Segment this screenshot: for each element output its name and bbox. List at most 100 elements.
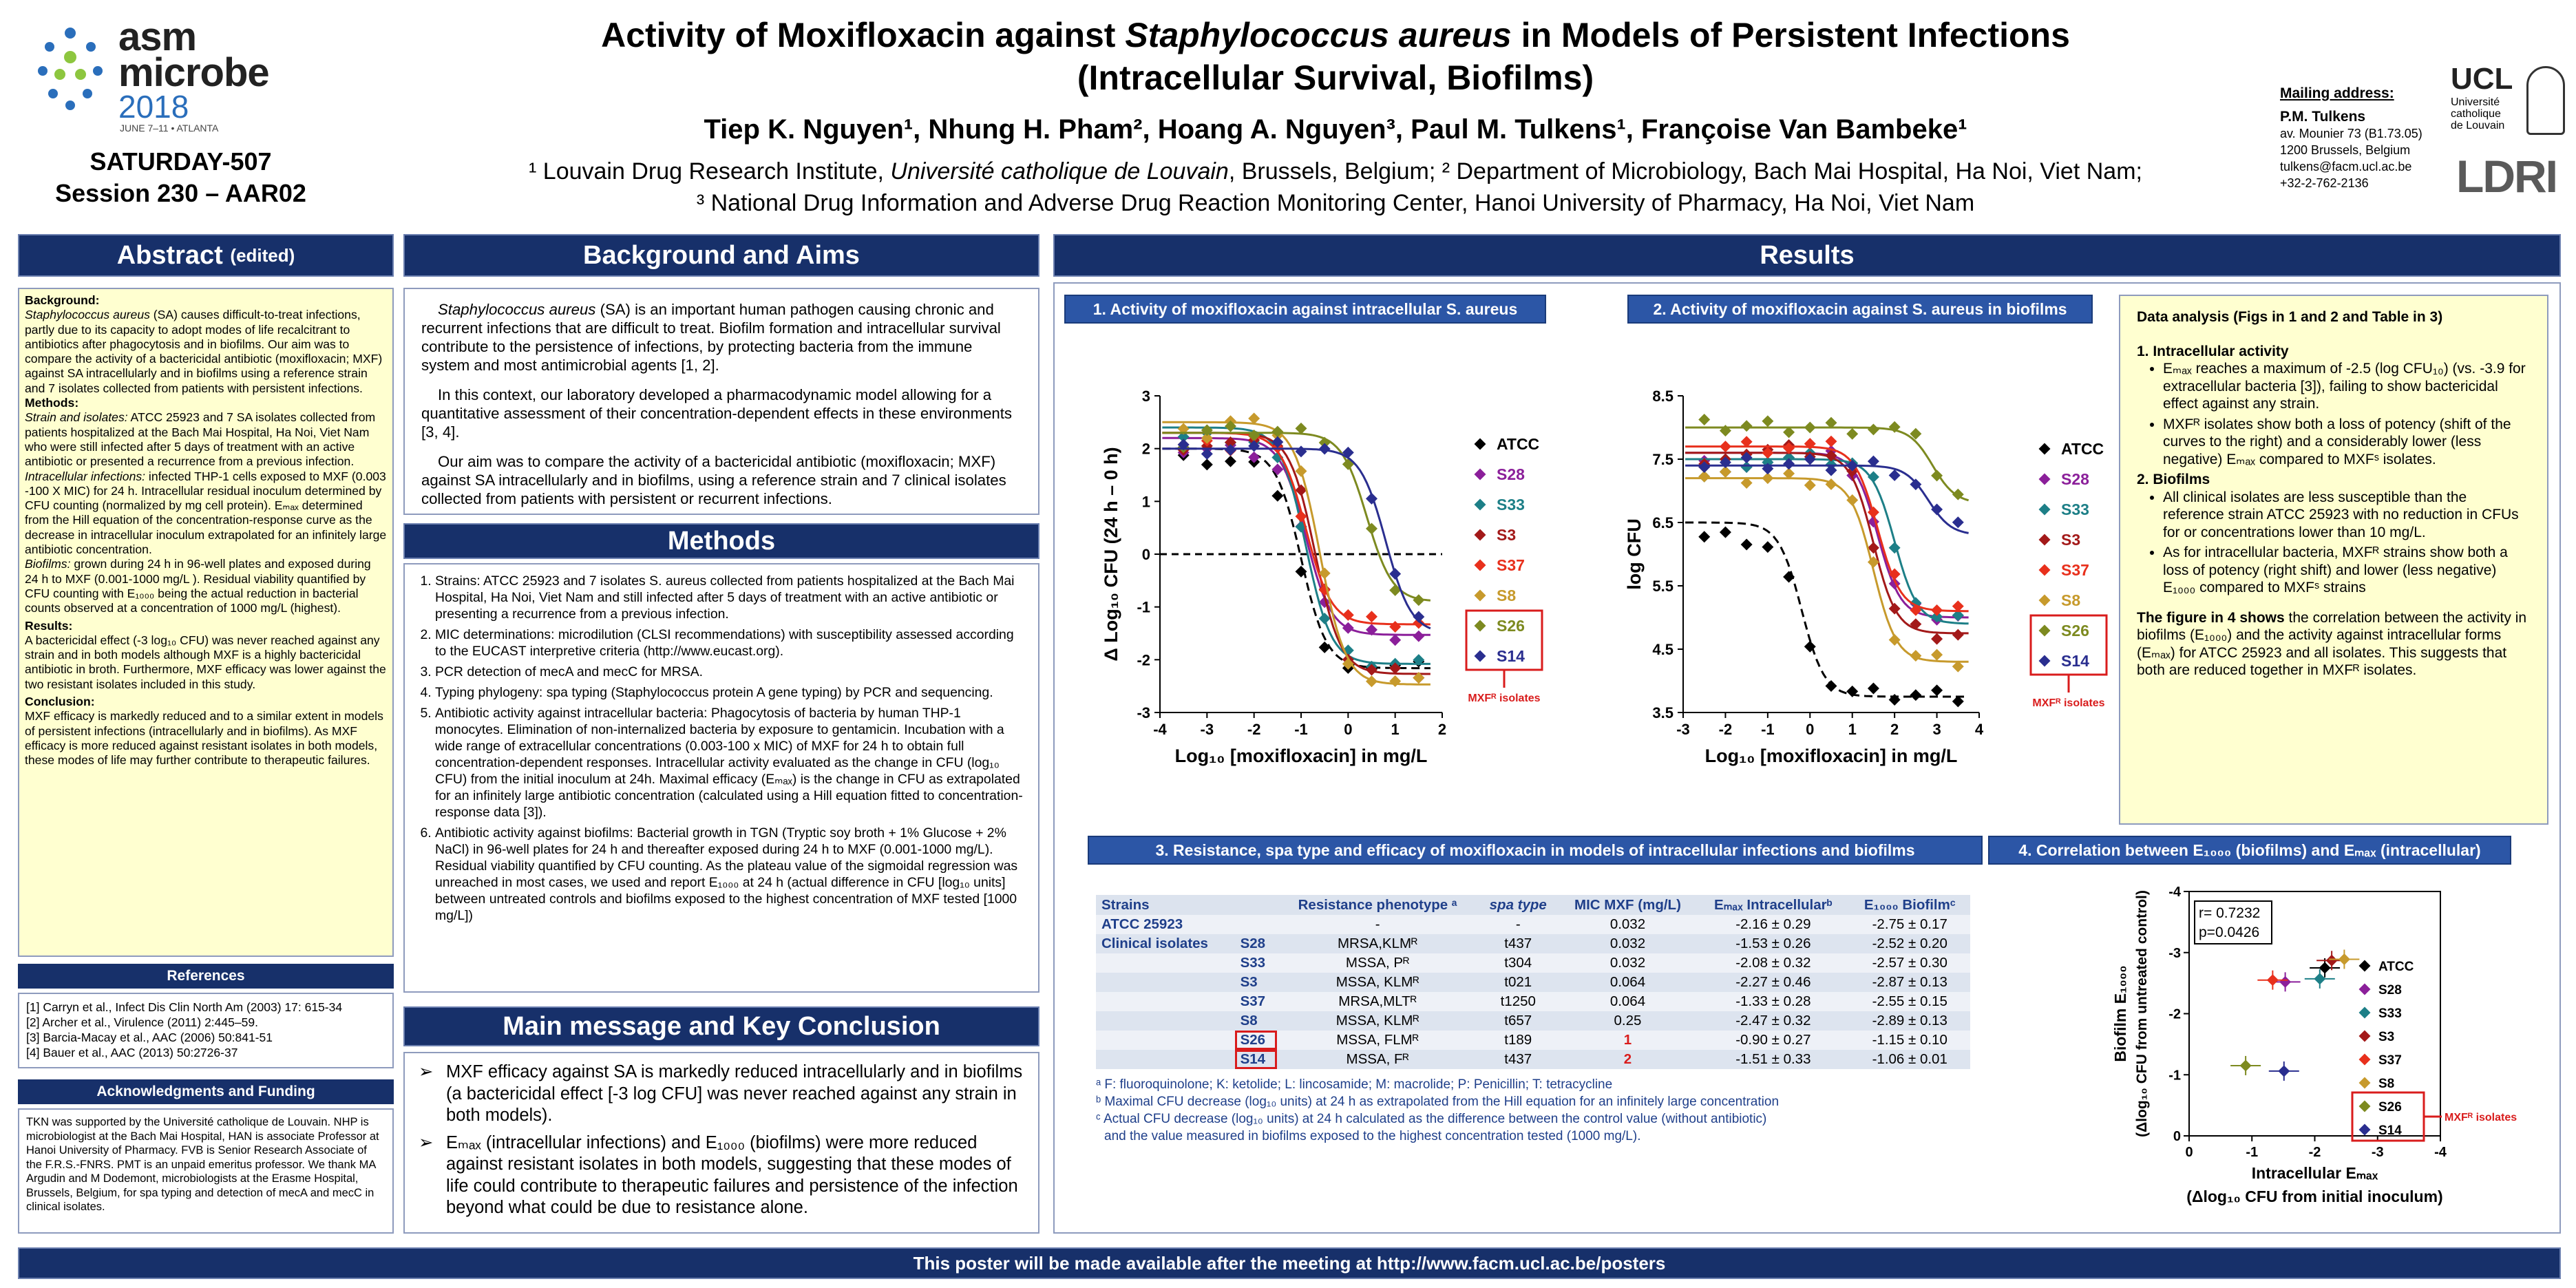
table-cell: S33 [1234, 953, 1278, 973]
data-point [1201, 458, 1213, 471]
data-point [1413, 611, 1425, 623]
x-tick-label: -1 [1761, 721, 1775, 738]
footnote-b: ᵇ Maximal CFU decrease (log₁₀ units) at … [1096, 1095, 1780, 1109]
abstract-header: Abstract (edited) [18, 234, 394, 277]
background-p2: In this context, our laboratory develope… [421, 386, 1013, 441]
data-point [1342, 622, 1354, 634]
analysis-figure-text: the correlation between the activity in … [2137, 609, 2527, 679]
table-cell: -1.33 ± 0.28 [1697, 992, 1850, 1011]
data-point [1389, 584, 1402, 596]
mail-name: P.M. Tulkens [2280, 109, 2366, 125]
data-point [1389, 662, 1402, 675]
legend-label: S33 [2378, 1006, 2402, 1021]
y-axis-label: Δ Log₁₀ CFU (24 h – 0 h) [1101, 447, 1121, 661]
results-header: Results [1053, 234, 2561, 277]
y-tick-label: 5.5 [1652, 578, 1674, 595]
legend-label: S37 [2378, 1053, 2402, 1068]
analysis-title: Data analysis (Figs in 1 and 2 and Table… [2137, 309, 2443, 325]
legend-marker [2358, 1100, 2371, 1112]
data-point [1825, 478, 1837, 490]
data-point [1931, 503, 1943, 516]
data-point [1201, 432, 1213, 444]
references-header: References [18, 964, 394, 989]
abstract-body: Background: Staphylococcus aureus (SA) c… [18, 288, 394, 957]
panel-2-header: 2. Activity of moxifloxacin against S. a… [1627, 295, 2093, 324]
legend-label: ATCC [2378, 960, 2414, 974]
data-point [1342, 609, 1354, 621]
y-tick-label: 4.5 [1652, 641, 1674, 658]
mxfr-label: MXFᴿ isolates [1468, 693, 1540, 704]
data-point [1389, 675, 1402, 687]
table-cell: -1.51 ± 0.33 [1697, 1050, 1850, 1069]
data-point [1366, 492, 1377, 505]
table-cell: ATCC 25923 [1096, 915, 1235, 934]
table-cell: t1250 [1477, 992, 1559, 1011]
reference-1: [1] Carryn et al., Infect Dis Clin North… [26, 1000, 343, 1014]
legend-marker [2358, 1123, 2371, 1136]
data-point [1783, 426, 1795, 439]
y-tick-label: -1 [2168, 1068, 2181, 1083]
legend-label: S26 [2061, 622, 2089, 640]
x-tick-label: -2 [2309, 1145, 2321, 1160]
legend-label: S28 [2378, 983, 2402, 997]
ucl-seal-icon [2526, 66, 2565, 135]
data-point [1783, 571, 1795, 583]
legend-label: S14 [2378, 1123, 2402, 1138]
stats-box [2194, 900, 2272, 944]
table-row: S37 MRSA,MLTᴿ t1250 0.064 -1.33 ± 0.28 -2.55 … [1096, 992, 1970, 1011]
data-point [1719, 526, 1731, 538]
table-cell: 0.25 [1558, 1011, 1698, 1031]
table-cell: MRSA,MLTᴿ [1277, 992, 1478, 1011]
curve-s26 [1685, 426, 1970, 502]
methods-header: Methods [403, 523, 1039, 559]
legend-label: S3 [2378, 1030, 2394, 1044]
table-row: S14 MSSA, Fᴿ t437 2 -1.51 ± 0.33 -1.06 ± 0.01 [1096, 1050, 1970, 1069]
table-cell: -2.08 ± 0.32 [1697, 953, 1850, 973]
abstract-bg-text: Staphylococcus aureus (SA) causes diffic… [25, 308, 387, 396]
table-row: ATCC 25923- -0.032 -2.16 ± 0.29 -2.75 ± 0.1… [1096, 915, 1970, 934]
data-point [1952, 629, 1964, 641]
legend-marker [2358, 1053, 2371, 1066]
legend-marker [2358, 983, 2371, 995]
background-p1-text: (SA) is an important human pathogen caus… [421, 301, 1001, 374]
data-point [1295, 565, 1307, 578]
table-footnotes: ᵃ F: fluoroquinolone; K: ketolide; L: li… [1096, 1076, 1970, 1145]
table-cell: MSSA, Pᴿ [1277, 953, 1478, 973]
legend-marker [2358, 1030, 2371, 1042]
legend-marker [2038, 503, 2051, 516]
poster-title: Activity of Moxifloxacin against Staphyl… [372, 14, 2299, 99]
data-point [1910, 650, 1922, 662]
legend-label: S33 [2061, 500, 2089, 518]
curve-s8 [1685, 477, 1969, 663]
main-point-2-text: Eₘₐₓ (intracellular infections) and E₁₀₀… [446, 1132, 1018, 1218]
legend-label: ATCC [1497, 435, 1539, 453]
data-point [1846, 427, 1859, 440]
table-cell: t021 [1477, 973, 1559, 992]
abstract-biofilm-t: grown during 24 h in 96-well plates and … [25, 557, 371, 615]
title-line2: (Intracellular Survival, Biofilms) [1077, 59, 1594, 97]
main-message-header: Main message and Key Conclusion [403, 1006, 1039, 1046]
methods-body: Strains: ATCC 25923 and 7 isolates S. au… [403, 563, 1039, 993]
abstract-bg-heading: Background: [25, 293, 100, 307]
mail-phone: +32-2-762-2136 [2280, 176, 2369, 190]
legend-label: S28 [2061, 470, 2089, 488]
legend-label: S28 [1497, 465, 1525, 483]
data-point [1342, 657, 1354, 670]
affiliation-2: ³ National Drug Information and Adverse … [696, 190, 1975, 216]
data-point [1366, 675, 1377, 688]
x-tick-label: -3 [2372, 1145, 2384, 1160]
method-4: Typing phylogeny: spa typing (Staphyloco… [435, 684, 1028, 701]
x-tick-label: 0 [1344, 721, 1352, 738]
legend-marker [1474, 498, 1486, 511]
legend-label: S8 [2378, 1077, 2394, 1091]
analysis-box: Data analysis (Figs in 1 and 2 and Table… [2119, 295, 2548, 825]
legend-marker [2038, 443, 2051, 455]
table-cell: S3 [1234, 973, 1278, 992]
table-cell [1096, 973, 1235, 992]
table-cell: 0.064 [1558, 973, 1698, 992]
legend-marker [1474, 438, 1486, 450]
y-tick-label: 2 [1142, 441, 1150, 458]
stat-r: r= 0.7232 [2199, 905, 2260, 921]
data-point [1177, 439, 1190, 451]
abstract-results-heading: Results: [25, 618, 73, 633]
